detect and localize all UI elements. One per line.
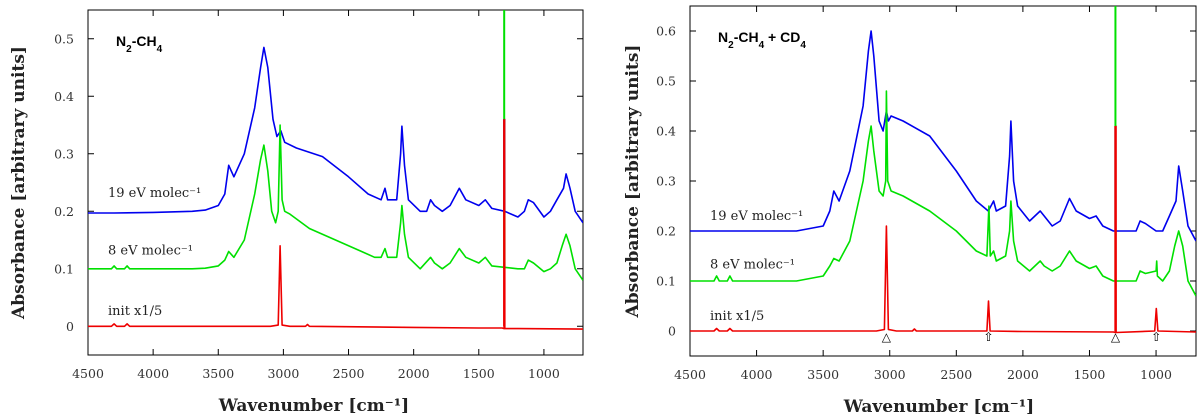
x-tick-label: 3000 [267, 366, 299, 381]
x-tick-label: 3500 [807, 367, 839, 382]
x-axis-title: Wavenumber [cm⁻¹] [218, 396, 409, 416]
y-tick-label: 0 [66, 319, 74, 334]
y-axis-title: Absorbance [arbitrary units] [623, 45, 643, 319]
peak-marker: ⇧ [1151, 330, 1161, 344]
panel-title-part: + CD [764, 29, 800, 45]
panel-title: N2-CH4 + CD4 [718, 29, 806, 51]
peak-marker: ⇧ [984, 330, 994, 344]
y-tick-label: 0 [668, 324, 676, 339]
x-tick-label: 1000 [528, 366, 560, 381]
panel-title-part: 4 [800, 40, 806, 51]
peak-marker: △ [882, 330, 892, 344]
series-label-3: init x1/5 [108, 304, 162, 319]
figure-canvas: 4500 4000 3500 3000 2500 2000 1500 1000 0 0.1 0.2 0… [0, 0, 1200, 418]
chart-panel-2: 4500 4000 3500 3000 2500 2000 1500 1000 0 0.1 0.2 0… [623, 6, 1196, 417]
plot-frame [690, 6, 1196, 356]
series-label-1: 19 eV molec⁻¹ [710, 209, 803, 224]
x-tick-label: 1500 [463, 366, 495, 381]
x-tick-label: 2500 [333, 366, 365, 381]
chart-panel-1: 4500 4000 3500 3000 2500 2000 1500 1000 0 0.1 0.2 0… [9, 10, 583, 416]
x-tick-label: 3000 [874, 367, 906, 382]
x-tick-label: 4000 [137, 366, 169, 381]
x-tick-label: 2000 [1007, 367, 1039, 382]
series-label-3: init x1/5 [710, 309, 764, 324]
x-tick-label: 2000 [398, 366, 430, 381]
series-line-3 [88, 119, 583, 329]
panel-title-part: -CH [132, 33, 157, 49]
panel-title: N2-CH4 [116, 33, 163, 55]
series-label-1: 19 eV molec⁻¹ [108, 186, 201, 201]
x-tick-label: 4500 [674, 367, 706, 382]
series-label-2: 8 eV molec⁻¹ [108, 243, 193, 258]
panel-title-part: N [718, 29, 728, 45]
y-tick-label: 0.3 [656, 174, 676, 189]
y-tick-label: 0.6 [656, 24, 676, 39]
y-tick-label: 0.1 [656, 274, 676, 289]
x-tick-label: 3500 [202, 366, 234, 381]
series-label-2: 8 eV molec⁻¹ [710, 258, 795, 273]
y-axis-title: Absorbance [arbitrary units] [9, 46, 29, 320]
y-tick-label: 0.5 [656, 74, 676, 89]
y-tick-label: 0.2 [656, 224, 676, 239]
y-tick-label: 0.3 [54, 146, 74, 161]
x-tick-label: 1000 [1140, 367, 1172, 382]
panel-title-part: 4 [157, 44, 163, 55]
y-tick-label: 0.4 [656, 124, 676, 139]
series-line-3 [690, 126, 1196, 333]
plot-area [690, 6, 1196, 333]
x-tick-label: 1500 [1074, 367, 1106, 382]
plot-area [88, 10, 583, 329]
panel-title-part: -CH [734, 29, 759, 45]
x-tick-label: 4500 [72, 366, 104, 381]
x-tick-label: 4000 [741, 367, 773, 382]
y-tick-label: 0.2 [54, 204, 74, 219]
x-axis-title: Wavenumber [cm⁻¹] [843, 397, 1034, 417]
peak-marker: △ [1111, 330, 1121, 344]
y-tick-label: 0.5 [54, 31, 74, 46]
y-tick-label: 0.1 [54, 261, 74, 276]
panel-title-part: N [116, 33, 126, 49]
x-tick-label: 2500 [940, 367, 972, 382]
y-tick-label: 0.4 [54, 89, 74, 104]
